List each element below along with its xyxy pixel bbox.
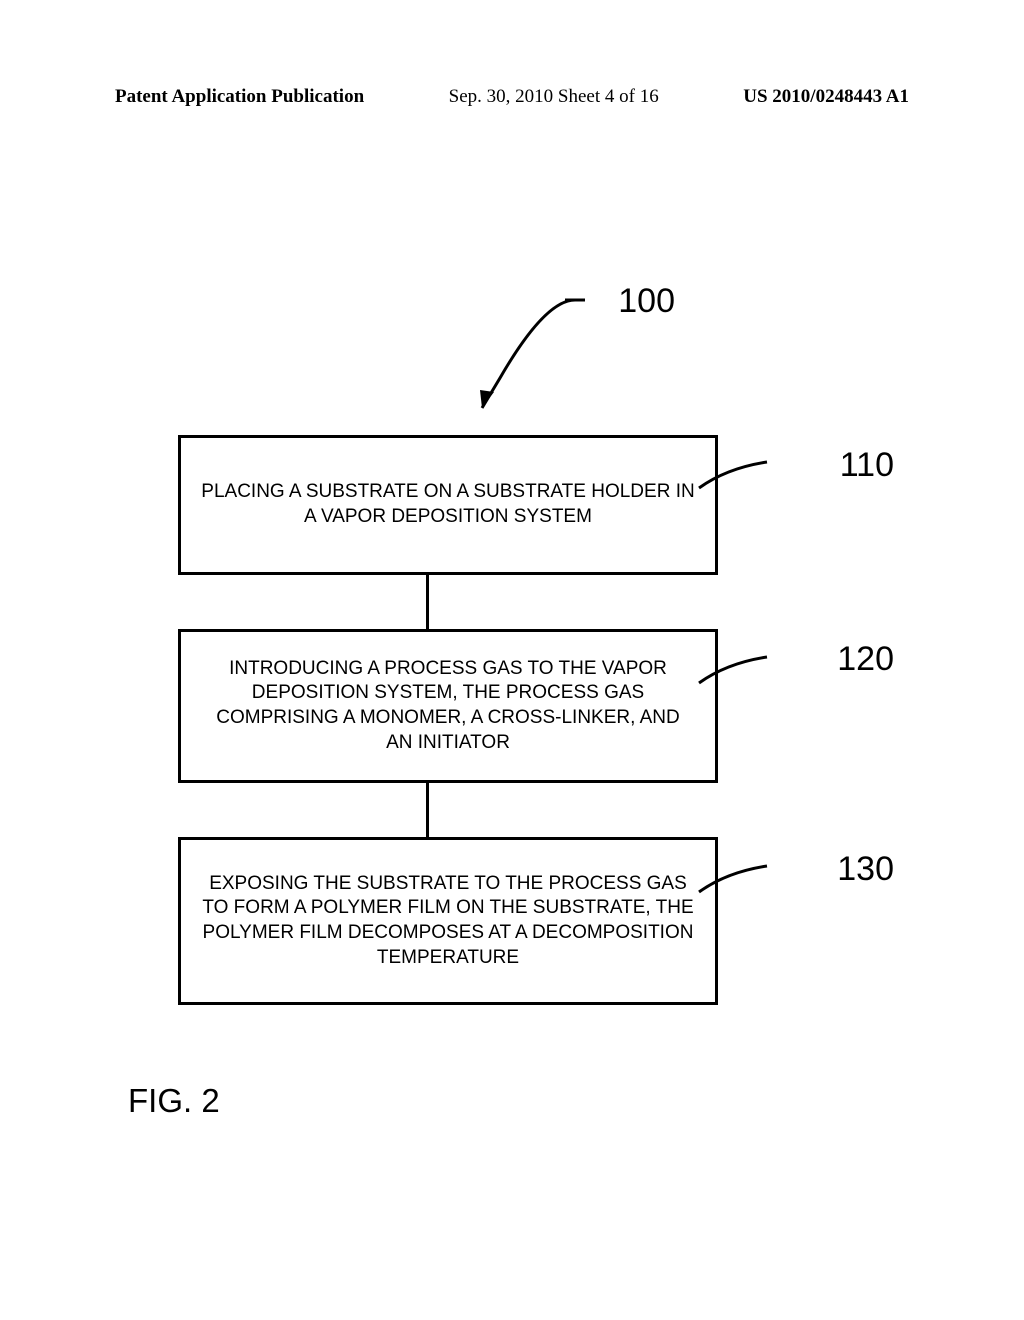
header-patent-number: US 2010/0248443 A1 [743, 86, 909, 108]
reference-label-130: 130 [837, 850, 894, 889]
connector-120-130 [426, 783, 429, 837]
flowchart-box-110: PLACING A SUBSTRATE ON A SUBSTRATE HOLDE… [178, 435, 718, 575]
patent-header: Patent Application Publication Sep. 30, … [0, 0, 1024, 108]
reference-label-120: 120 [837, 640, 894, 679]
header-date-sheet: Sep. 30, 2010 Sheet 4 of 16 [449, 86, 659, 108]
reference-label-100: 100 [618, 282, 675, 321]
leader-line-110 [697, 456, 787, 496]
leader-line-130 [697, 860, 787, 900]
connector-110-120 [426, 575, 429, 629]
reference-label-110: 110 [840, 446, 894, 485]
flowchart-box-120: INTRODUCING A PROCESS GAS TO THE VAPOR D… [178, 629, 718, 783]
flowchart-box-130: EXPOSING THE SUBSTRATE TO THE PROCESS GA… [178, 837, 718, 1005]
header-publication: Patent Application Publication [115, 86, 364, 108]
reference-100-container: 100 [455, 282, 675, 422]
box-110-text: PLACING A SUBSTRATE ON A SUBSTRATE HOLDE… [201, 480, 695, 529]
figure-label: FIG. 2 [128, 1082, 220, 1120]
leader-line-120 [697, 651, 787, 691]
flowchart: PLACING A SUBSTRATE ON A SUBSTRATE HOLDE… [178, 435, 718, 1005]
box-120-text: INTRODUCING A PROCESS GAS TO THE VAPOR D… [201, 657, 695, 756]
box-130-text: EXPOSING THE SUBSTRATE TO THE PROCESS GA… [201, 872, 695, 971]
